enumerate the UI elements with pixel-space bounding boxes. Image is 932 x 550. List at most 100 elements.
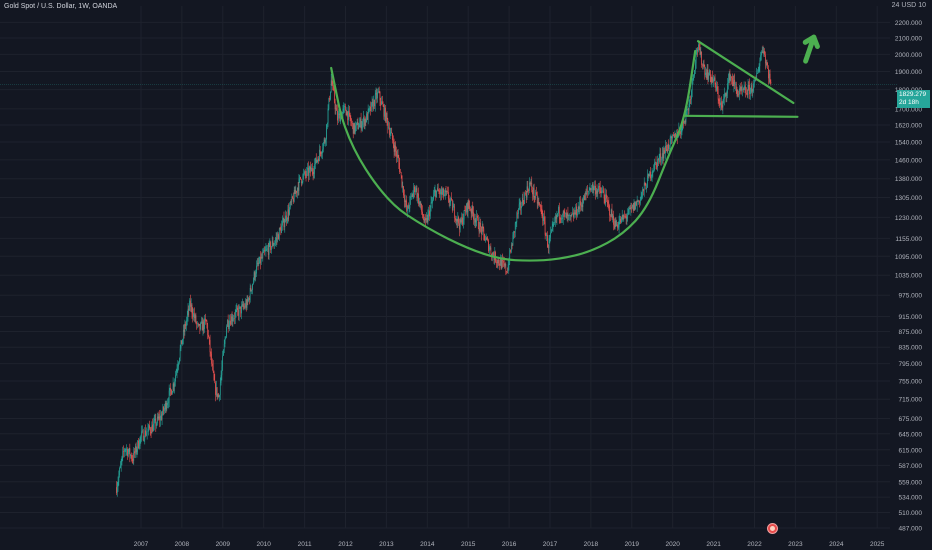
candle-body <box>192 313 194 318</box>
candle-body <box>744 87 746 88</box>
candle-body <box>238 307 240 316</box>
candle-body <box>698 44 699 51</box>
candle-body <box>195 315 197 323</box>
candle-body <box>262 252 264 258</box>
candle-body <box>743 87 745 91</box>
candle-body <box>543 216 544 221</box>
candle-body <box>462 219 464 225</box>
candle-body <box>304 171 305 174</box>
candle-body <box>705 72 706 75</box>
candle-body <box>563 211 565 214</box>
candle-body <box>674 133 676 138</box>
candle-body <box>226 326 227 337</box>
candle-body <box>707 69 709 80</box>
candle-body <box>384 107 386 117</box>
chart-drawings[interactable] <box>330 34 820 262</box>
candle-body <box>340 114 341 122</box>
symbol-title[interactable]: Gold Spot / U.S. Dollar, 1W, OANDA <box>4 3 118 10</box>
last-price-tag[interactable]: 1829.279 2d 18h <box>897 90 930 108</box>
candle-body <box>605 194 607 204</box>
candle-body <box>422 211 423 216</box>
candle-body <box>512 235 514 246</box>
candle-body <box>619 218 621 223</box>
candle-body <box>598 186 599 191</box>
y-tick-label: 875.000 <box>899 329 923 336</box>
candle-body <box>306 169 308 176</box>
candle-body <box>239 306 241 308</box>
candle-body <box>442 188 444 193</box>
candle-body <box>396 154 398 157</box>
candle-body <box>356 121 358 123</box>
candle-body <box>145 430 146 436</box>
candle-body <box>344 106 345 107</box>
candle-body <box>525 193 527 198</box>
candle-body <box>207 324 209 336</box>
candle-body <box>363 117 364 122</box>
candle-body <box>465 210 467 213</box>
time-axis[interactable]: 2007 2008 2009 2010 2011 2012 2013 2014 2015 2016… <box>134 541 885 548</box>
event-marker-icon[interactable] <box>767 523 778 534</box>
candle-body <box>553 222 555 224</box>
candle-body <box>630 207 632 210</box>
candle-body <box>429 210 430 217</box>
candle-body <box>680 131 681 134</box>
candle-body <box>204 318 205 329</box>
candle-body <box>474 218 476 223</box>
candle-body <box>510 250 511 252</box>
candle-body <box>158 416 160 419</box>
candle-body <box>614 220 616 229</box>
candle-body <box>211 353 212 364</box>
y-tick-label: 534.000 <box>899 495 923 502</box>
price-scale-header[interactable]: 24 USD 10 <box>890 2 926 9</box>
candle-body <box>714 77 716 84</box>
candle-body <box>718 99 720 101</box>
candle-body <box>715 83 717 91</box>
candle-body <box>219 395 220 398</box>
candle-body <box>293 189 295 202</box>
candle-body <box>425 218 426 221</box>
candle-body <box>727 83 728 94</box>
candle-body <box>729 73 731 81</box>
candle-body <box>411 195 413 197</box>
candle-body <box>593 187 595 191</box>
candle-body <box>416 188 418 198</box>
candle-body <box>498 259 500 264</box>
candle-body <box>302 175 304 183</box>
candle-body <box>632 204 633 208</box>
candle-body <box>602 190 603 192</box>
candle-body <box>566 212 567 219</box>
candle-body <box>414 190 416 192</box>
candle-body <box>260 256 261 264</box>
candle-body <box>333 85 334 91</box>
x-tick-label: 2022 <box>747 541 762 548</box>
candle-body <box>717 86 718 92</box>
candle-body <box>496 261 497 263</box>
candle-body <box>632 204 634 211</box>
candle-body <box>263 249 265 252</box>
candle-body <box>739 88 741 91</box>
candle-body <box>385 113 387 122</box>
candle-body <box>206 321 208 325</box>
candle-body <box>683 121 685 124</box>
x-tick-label: 2013 <box>379 541 394 548</box>
candle-body <box>326 124 327 140</box>
candle-body <box>529 182 530 191</box>
candle-body <box>181 340 183 345</box>
candle-body <box>665 145 666 154</box>
candle-body <box>562 218 563 219</box>
candle-body <box>691 79 693 91</box>
candle-body <box>440 189 442 195</box>
candle-body <box>441 192 443 195</box>
candle-body <box>752 91 754 92</box>
candle-body <box>589 188 591 191</box>
candle-body <box>356 122 357 126</box>
candle-body <box>191 304 193 314</box>
y-tick-label: 1700.000 <box>895 106 922 113</box>
candle-body <box>332 85 334 86</box>
y-tick-label: 1380.000 <box>895 176 922 183</box>
candle-body <box>664 150 666 154</box>
candle-body <box>686 109 688 114</box>
candle-body <box>499 263 500 266</box>
candle-body <box>616 224 618 227</box>
